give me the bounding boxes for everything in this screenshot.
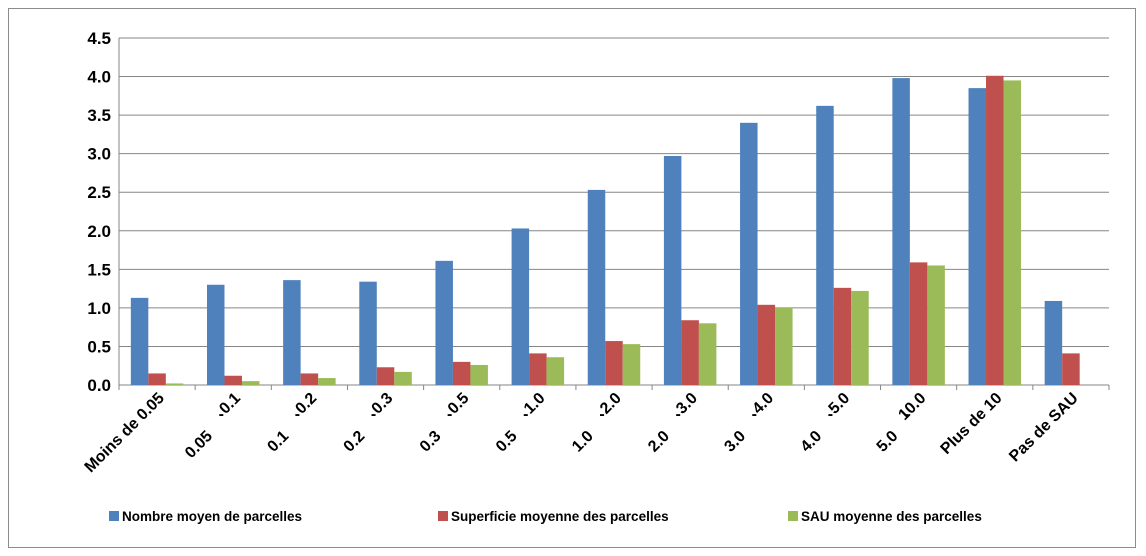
x-tick-label-lower: 5.0 (874, 428, 902, 456)
bar-2 (986, 75, 1004, 385)
bar-3 (1003, 80, 1022, 386)
x-tick-separator: - (828, 406, 833, 423)
x-tick-label-lower: 0.05 (182, 428, 216, 462)
bar-1 (892, 78, 910, 385)
bar-2 (909, 262, 928, 385)
bar-3 (622, 344, 641, 385)
bar-3 (927, 265, 945, 385)
bar-1 (206, 284, 225, 385)
bar-3 (698, 323, 717, 385)
legend-label-1: Nombre moyen de parcelles (122, 509, 302, 524)
y-tick-label: 1.0 (87, 299, 111, 318)
bar-3 (546, 357, 565, 385)
y-tick-label: 3.0 (87, 145, 111, 164)
bar-1 (283, 280, 301, 385)
x-tick-separator: - (219, 406, 224, 423)
bar-2 (224, 375, 242, 385)
legend-label-2: Superficie moyenne des parcelles (451, 509, 669, 524)
legend-swatch-3 (788, 511, 798, 521)
x-tick-label: Moins de 0.05 (82, 390, 168, 476)
legend-label-3: SAU moyenne des parcelles (801, 509, 982, 524)
bar-1 (511, 228, 530, 385)
bar-1 (1044, 300, 1063, 385)
bar-1 (816, 105, 834, 385)
bar-2 (1062, 353, 1080, 385)
x-tick-label-lower: 0.3 (417, 428, 445, 456)
bar-1 (587, 189, 606, 385)
bar-1 (968, 88, 987, 385)
x-tick-label-lower: 3.0 (721, 428, 749, 456)
x-tick-label: Plus de 10 (938, 390, 1006, 458)
x-tick-label-lower: 0.5 (493, 428, 521, 456)
x-tick-label: Pas de SAU (1006, 390, 1082, 466)
bar-2 (148, 373, 166, 385)
y-tick-label: 4.5 (87, 29, 111, 48)
x-tick-separator: - (523, 406, 528, 423)
bar-3 (241, 381, 260, 385)
bar-3 (318, 378, 336, 385)
y-tick-label: 4.0 (87, 68, 111, 87)
y-tick-label: 2.0 (87, 222, 111, 241)
bar-2 (300, 373, 319, 385)
bar-1 (663, 155, 682, 385)
legend-swatch-2 (438, 511, 448, 521)
x-tick-separator: - (447, 406, 452, 423)
bar-3 (775, 307, 793, 385)
x-tick-label-lower: 0.1 (264, 428, 292, 456)
x-tick-label-lower: 0.2 (341, 428, 369, 456)
x-tick-separator: - (675, 406, 680, 423)
bar-3 (165, 383, 184, 385)
bar-1 (359, 281, 377, 385)
bar-2 (376, 367, 395, 385)
x-tick-label-lower: 1.0 (569, 428, 597, 456)
legend-swatch-1 (109, 511, 119, 521)
bar-2 (605, 341, 623, 385)
x-tick-label-lower: 2.0 (645, 428, 673, 456)
bar-1 (435, 260, 453, 385)
bar-1 (740, 122, 758, 386)
x-tick-separator: - (599, 406, 604, 423)
y-tick-label: 0.5 (87, 337, 111, 356)
x-tick-separator: - (295, 406, 300, 423)
bar-2 (833, 287, 852, 385)
y-tick-label: 1.5 (87, 260, 111, 279)
x-tick-label: 10.0 (895, 390, 929, 424)
bar-2 (681, 320, 699, 385)
y-tick-label: 3.5 (87, 106, 111, 125)
bar-1 (130, 297, 149, 385)
bar-2 (757, 304, 776, 385)
bar-chart: 0.0 0.5 1.0 1.5 2.0 2.5 3.0 3.5 4.0 4.5 Moins de 0… (82, 29, 1110, 524)
chart-frame: 0.0 0.5 1.0 1.5 2.0 2.5 3.0 3.5 4.0 4.5 Moins de 0… (8, 8, 1136, 548)
x-tick-separator: - (752, 406, 757, 423)
bar-3 (394, 371, 412, 385)
x-tick-separator: - (904, 406, 909, 423)
x-tick-label-lower: 4.0 (798, 428, 826, 456)
bar-2 (452, 361, 471, 385)
y-tick-label: 2.5 (87, 183, 111, 202)
x-tick-separator: - (371, 406, 376, 423)
bar-2 (529, 353, 547, 385)
bar-3 (470, 364, 488, 385)
bar-3 (851, 290, 869, 385)
y-tick-label: 0.0 (87, 376, 111, 395)
